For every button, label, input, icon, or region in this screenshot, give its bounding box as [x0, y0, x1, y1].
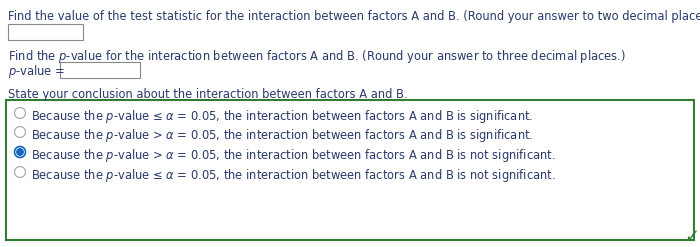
Bar — [60, 62, 140, 78]
Circle shape — [15, 146, 25, 158]
Text: $p$-value =: $p$-value = — [8, 63, 66, 80]
Text: Because the $p$-value ≤ $\alpha$ = 0.05, the interaction between factors A and B: Because the $p$-value ≤ $\alpha$ = 0.05,… — [31, 108, 533, 125]
Text: Because the $p$-value > $\alpha$ = 0.05, the interaction between factors A and B: Because the $p$-value > $\alpha$ = 0.05,… — [31, 147, 556, 164]
Circle shape — [15, 166, 25, 178]
Circle shape — [15, 107, 25, 119]
Text: Find the $p$-value for the interaction between factors A and B. (Round your answ: Find the $p$-value for the interaction b… — [8, 48, 626, 65]
Bar — [8, 24, 83, 40]
Text: State your conclusion about the interaction between factors A and B.: State your conclusion about the interact… — [8, 88, 407, 101]
Text: Because the $p$-value ≤ $\alpha$ = 0.05, the interaction between factors A and B: Because the $p$-value ≤ $\alpha$ = 0.05,… — [31, 167, 556, 184]
Text: Because the $p$-value > $\alpha$ = 0.05, the interaction between factors A and B: Because the $p$-value > $\alpha$ = 0.05,… — [31, 127, 533, 144]
Text: Find the value of the test statistic for the interaction between factors A and B: Find the value of the test statistic for… — [8, 10, 700, 23]
Text: ✓: ✓ — [684, 228, 699, 246]
Circle shape — [17, 149, 23, 155]
Circle shape — [15, 126, 25, 138]
Bar — [6, 100, 694, 240]
